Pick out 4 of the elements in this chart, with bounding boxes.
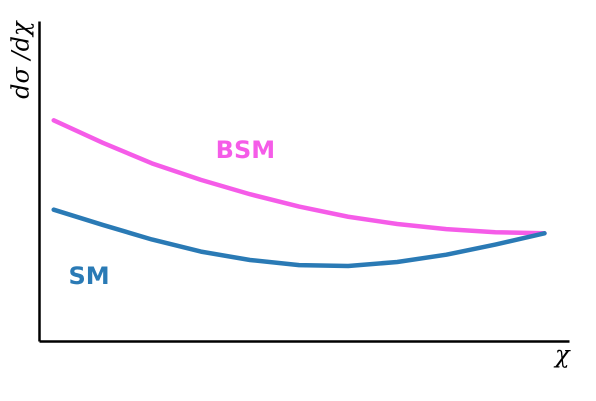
y-axis-title: dσ /dχ [6, 20, 34, 99]
x-axis-title: χ [552, 340, 571, 368]
series-label: SM [68, 262, 110, 290]
series-label: BSM [216, 136, 276, 164]
